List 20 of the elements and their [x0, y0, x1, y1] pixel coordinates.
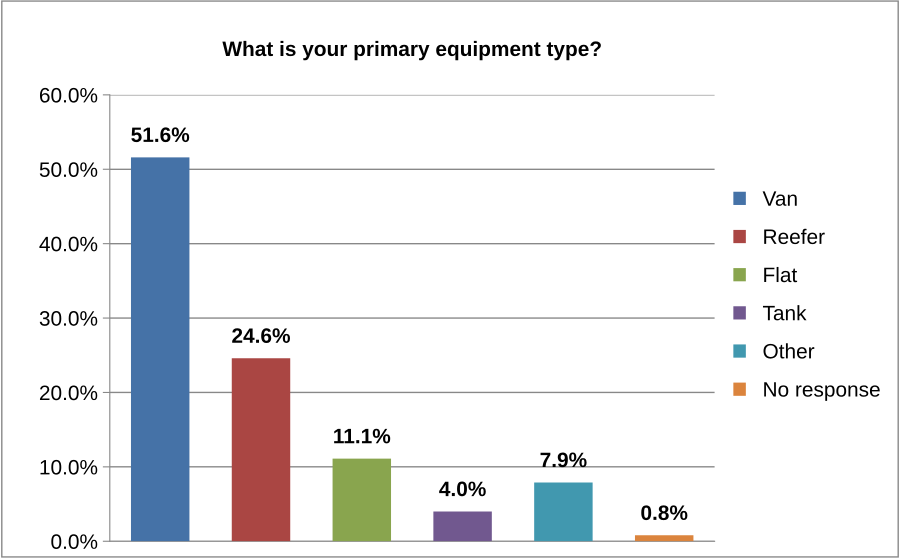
y-tick-label: 10.0% — [40, 460, 98, 475]
legend-label: Other — [764, 343, 814, 359]
text: 11.1% — [334, 428, 390, 444]
y-tick-label: 40.0% — [39, 236, 98, 252]
legend-label: Flat — [764, 266, 798, 282]
text: 24.6% — [232, 328, 290, 344]
text: 0.8% — [641, 505, 688, 520]
y-tick-label: 50.0% — [40, 162, 98, 178]
legend-label: Van — [762, 191, 797, 206]
legend-label: No response — [764, 382, 880, 401]
text: 4.0% — [439, 482, 486, 496]
chart-title: What is your primary equipment type? — [222, 40, 601, 60]
text: 7.9% — [540, 452, 587, 468]
legend-label: Reefer — [764, 228, 825, 244]
y-tick-label: 0.0% — [51, 534, 98, 550]
y-tick-label: 30.0% — [40, 311, 98, 326]
text: 51.6% — [131, 127, 190, 142]
legend-label: Tank — [762, 305, 807, 320]
y-tick-label: 60.0% — [40, 88, 98, 103]
y-tick-label: 20.0% — [40, 385, 98, 400]
